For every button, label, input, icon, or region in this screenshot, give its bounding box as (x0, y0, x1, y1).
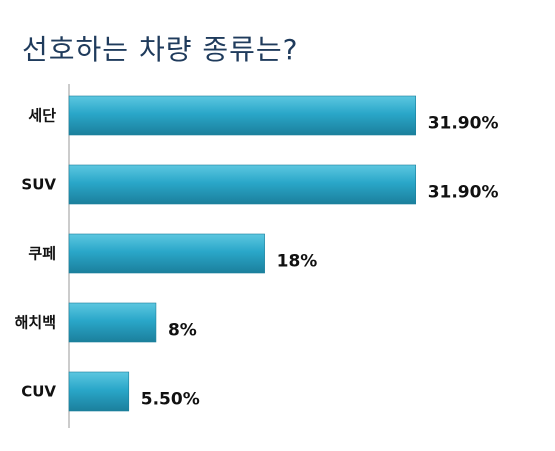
data-label: 18% (277, 252, 318, 272)
category-label: 세단 (28, 107, 56, 125)
bar (68, 95, 416, 136)
bar (68, 371, 130, 412)
category-label: CUV (21, 383, 56, 401)
data-label: 31.90% (428, 114, 499, 134)
data-label: 31.90% (428, 183, 499, 203)
data-label: 5.50% (141, 390, 200, 410)
bar (68, 164, 416, 205)
data-label: 8% (168, 321, 197, 341)
bar (68, 233, 265, 274)
chart-title: 선호하는 차량 종류는? (22, 33, 299, 66)
category-label: 쿠페 (28, 245, 56, 263)
category-label: 해치백 (15, 314, 56, 332)
category-label: SUV (21, 176, 56, 194)
bar (68, 302, 157, 343)
